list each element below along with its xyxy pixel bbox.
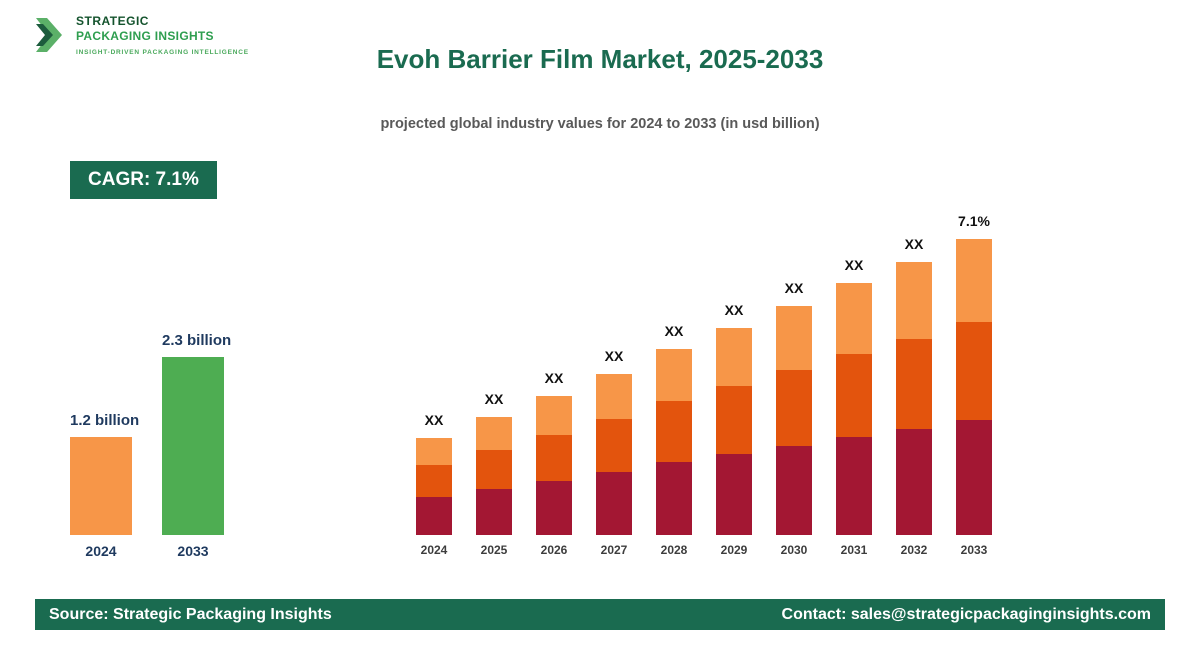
- axis-year-label: 2033: [960, 543, 988, 557]
- mini-bar-col: 2.3 billion 2033: [162, 319, 232, 559]
- segment-middle: [476, 450, 512, 489]
- stacked-bar-col: XX 2031: [836, 209, 872, 557]
- segment-top: [536, 396, 572, 435]
- segment-middle: [656, 401, 692, 462]
- stacked-bar-col: XX 2028: [656, 209, 692, 557]
- bar: [162, 357, 224, 535]
- segment-middle: [716, 386, 752, 454]
- stacked-bar-chart: XX 2024 XX 2025 XX 2026 XX 2027 XX 2028 XX 2029 XX 20…: [416, 209, 992, 557]
- axis-year-label: 2026: [540, 543, 568, 557]
- axis-year-label: 2032: [900, 543, 928, 557]
- segment-bottom: [476, 489, 512, 535]
- segment-bottom: [896, 429, 932, 535]
- axis-year-label: 2025: [480, 543, 508, 557]
- axis-year-label: 2029: [720, 543, 748, 557]
- logo-tagline: INSIGHT-DRIVEN PACKAGING INTELLIGENCE: [76, 49, 249, 56]
- bar-value-label: XX: [784, 280, 804, 296]
- stacked-bar-col: XX 2027: [596, 209, 632, 557]
- axis-year-label: 2024: [85, 543, 117, 559]
- logo-chevron-icon: [36, 18, 62, 52]
- segment-top: [956, 239, 992, 322]
- stacked-bar-col: 7.1% 2033: [956, 209, 992, 557]
- segment-bottom: [656, 462, 692, 535]
- segment-middle: [416, 465, 452, 497]
- axis-year-label: 2028: [660, 543, 688, 557]
- cagr-badge: CAGR: 7.1%: [70, 161, 217, 199]
- segment-top: [476, 417, 512, 450]
- bar-value-label: XX: [544, 370, 564, 386]
- contact-text: Contact: sales@strategicpackaginginsight…: [781, 605, 1151, 623]
- segment-bottom: [956, 420, 992, 535]
- segment-top: [596, 374, 632, 419]
- segment-middle: [536, 435, 572, 481]
- footer-bar: Source: Strategic Packaging Insights Con…: [35, 599, 1165, 630]
- segment-top: [656, 349, 692, 401]
- segment-bottom: [776, 446, 812, 535]
- segment-top: [716, 328, 752, 386]
- stacked-bar-col: XX 2025: [476, 209, 512, 557]
- segment-top: [896, 262, 932, 339]
- axis-year-label: 2033: [177, 543, 209, 559]
- segment-top: [416, 438, 452, 465]
- segment-bottom: [416, 497, 452, 535]
- segment-middle: [776, 370, 812, 446]
- segment-bottom: [836, 437, 872, 535]
- bar-value-label: XX: [724, 302, 744, 318]
- bar-value-label: XX: [424, 412, 444, 428]
- axis-year-label: 2031: [840, 543, 868, 557]
- segment-top: [776, 306, 812, 370]
- stacked-bar-col: XX 2030: [776, 209, 812, 557]
- segment-bottom: [596, 472, 632, 535]
- logo-line1: STRATEGIC: [76, 14, 149, 28]
- growth-comparison-chart: 1.2 billion 2024 2.3 billion 2033: [70, 319, 240, 559]
- source-text: Source: Strategic Packaging Insights: [49, 605, 332, 623]
- bar-value-label: 2.3 billion: [162, 332, 232, 349]
- stacked-bar-col: XX 2029: [716, 209, 752, 557]
- axis-year-label: 2027: [600, 543, 628, 557]
- page-title: Evoh Barrier Film Market, 2025-2033: [376, 44, 824, 74]
- stacked-bar-col: XX 2024: [416, 209, 452, 557]
- bar-value-label: XX: [484, 391, 504, 407]
- bar-value-label: XX: [844, 257, 864, 273]
- logo-line2: PACKAGING INSIGHTS: [76, 29, 214, 43]
- segment-middle: [836, 354, 872, 437]
- bar-value-label: 1.2 billion: [70, 412, 140, 429]
- logo-text: STRATEGIC PACKAGING INSIGHTS INSIGHT-DRI…: [76, 14, 249, 56]
- segment-middle: [596, 419, 632, 472]
- segment-middle: [896, 339, 932, 429]
- bar-value-label: XX: [904, 236, 924, 252]
- axis-year-label: 2030: [780, 543, 808, 557]
- mini-bar-col: 1.2 billion 2024: [70, 319, 140, 559]
- segment-top: [836, 283, 872, 354]
- page-subtitle: projected global industry values for 202…: [380, 116, 820, 132]
- stacked-bar-col: XX 2032: [896, 209, 932, 557]
- segment-bottom: [536, 481, 572, 535]
- bar-value-label: XX: [604, 348, 624, 364]
- segment-middle: [956, 322, 992, 420]
- axis-year-label: 2024: [420, 543, 448, 557]
- bar: [70, 437, 132, 535]
- stacked-bar-col: XX 2026: [536, 209, 572, 557]
- bar-value-label: XX: [664, 323, 684, 339]
- logo: STRATEGIC PACKAGING INSIGHTS INSIGHT-DRI…: [34, 14, 249, 56]
- bar-value-label: 7.1%: [958, 213, 990, 229]
- segment-bottom: [716, 454, 752, 535]
